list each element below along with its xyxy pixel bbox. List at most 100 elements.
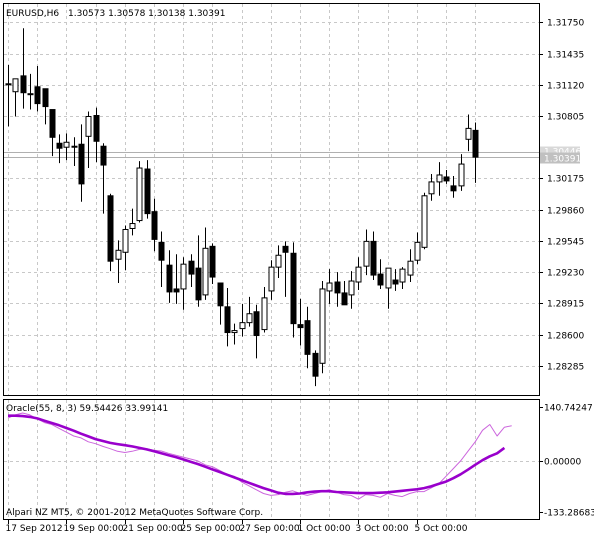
candle-body-bull <box>12 78 19 93</box>
candle-body-bull <box>355 266 362 283</box>
indicator-panel-frame <box>3 399 540 520</box>
indicator-grid <box>4 400 539 519</box>
candle-body-bear <box>173 288 180 293</box>
current-price-badge-text: 1.30391 <box>544 155 581 165</box>
candle-body-bear <box>107 195 114 262</box>
candle-body-bear <box>224 306 231 334</box>
candle-body-bull <box>385 267 392 289</box>
candle-body-bull <box>63 141 70 148</box>
time-tick-label: 25 Sep 00:00 <box>181 524 241 534</box>
candle-body-bear <box>93 115 100 142</box>
time-tick-label: 5 Oct 00:00 <box>415 524 468 534</box>
candle-body-bear <box>450 185 457 192</box>
time-tick-label: 3 Oct 00:00 <box>356 524 409 534</box>
candle-body-bear <box>49 109 56 138</box>
indicator-tick-label: 140.74247 <box>544 404 593 414</box>
candle-body-bear <box>282 245 289 253</box>
price-tick-label: 1.30805 <box>547 113 584 123</box>
candle-body-bull <box>231 330 238 334</box>
oracle-indicator-series <box>7 412 512 500</box>
candle-body-bear <box>42 88 49 108</box>
price-tick-label: 1.28600 <box>547 332 584 342</box>
candle-body-bull <box>458 163 465 187</box>
candle-body-bear <box>78 143 85 185</box>
candle-body-bull <box>465 127 472 140</box>
candle-body-bull <box>414 241 421 261</box>
copyright-label: Alpari NZ MT5, © 2001-2012 MetaQuotes So… <box>6 508 263 518</box>
candle-body-bear <box>166 264 173 293</box>
candle-body-bull <box>399 268 406 283</box>
indicator-tick-label: 0.00000 <box>544 458 581 468</box>
price-tick-label: 1.31120 <box>547 82 584 92</box>
oracle-main-line <box>8 414 506 496</box>
candle-body-bull <box>246 313 253 324</box>
price-tick-label: 1.31435 <box>547 51 584 61</box>
candle-body-bull <box>319 288 326 364</box>
candle-body-bear <box>297 324 304 329</box>
candle-body-bull <box>326 282 333 292</box>
candle-body-bull <box>136 167 143 222</box>
candle-body-bear <box>151 211 158 240</box>
time-tick-label: 21 Sep 00:00 <box>123 524 183 534</box>
candle-body-bull <box>115 249 122 260</box>
oracle-signal-line <box>7 412 512 500</box>
candle-body-bear <box>188 260 195 275</box>
candle-body-bear <box>312 352 319 377</box>
candle-body-bull <box>275 254 282 268</box>
candle-body-bear <box>56 142 63 149</box>
candle-body-bull <box>421 195 428 248</box>
price-axis: 1.31750 1.31435 1.31120 1.30805 1.30175 1.298… <box>539 19 584 373</box>
candle-body-bull <box>85 115 92 137</box>
candle-body-bear <box>334 281 341 294</box>
candle-body-bear <box>304 320 311 355</box>
price-tick-label: 1.30175 <box>547 175 584 185</box>
candle-body-bull <box>202 247 209 296</box>
candle-body-bear <box>34 86 41 105</box>
price-grid <box>4 4 539 395</box>
candle-body-bull <box>122 228 129 253</box>
candle-body-bull <box>407 260 414 276</box>
candle-body-bear <box>370 240 377 276</box>
price-tick-label: 1.29230 <box>547 269 584 279</box>
candle-body-bull <box>239 322 246 330</box>
candle-body-bull <box>71 145 78 148</box>
candle-body-bear <box>5 83 12 86</box>
indicator-title: Oracle(55, 8, 3) 59.54426 33.99141 <box>6 404 168 414</box>
time-tick-label: 17 Sep 2012 <box>6 524 63 534</box>
candle-body-bull <box>27 93 34 96</box>
candle-body-bear <box>392 279 399 285</box>
candle-body-bull <box>129 223 136 229</box>
price-tick-label: 1.28915 <box>547 300 584 310</box>
candle-body-bear <box>472 129 479 158</box>
candle-body-bear <box>195 267 202 301</box>
candle-body-bear <box>217 282 224 307</box>
price-tick-label: 1.28285 <box>547 363 584 373</box>
candle-body-bear <box>377 273 384 286</box>
time-tick-label: 19 Sep 00:00 <box>64 524 124 534</box>
bid-price-badge <box>540 146 580 157</box>
candle-body-bear <box>341 292 348 306</box>
price-tick-label: 1.29545 <box>547 238 584 248</box>
candle-body-bull <box>436 174 443 183</box>
candle-body-bear <box>100 145 107 166</box>
current-price-badge <box>540 152 580 164</box>
candle-body-bull <box>180 263 187 290</box>
symbol-title: EURUSD,H6 1.30573 1.30578 1.30138 1.3039… <box>6 9 225 19</box>
candle-body-bear <box>158 241 165 261</box>
price-tick-label: 1.29860 <box>547 207 584 217</box>
candle-body-bull <box>348 280 355 296</box>
symbol-timeframe: EURUSD,H6 <box>6 9 59 19</box>
price-tick-label: 1.31750 <box>547 19 584 29</box>
ohlc-values: 1.30573 1.30578 1.30138 1.30391 <box>68 9 225 19</box>
candle-body-bear <box>290 252 297 325</box>
candle-body-bull <box>363 240 370 267</box>
candle-body-bull <box>428 181 435 195</box>
candle-body-bear <box>144 168 151 215</box>
indicator-tick-label: -133.28683 <box>544 509 594 519</box>
candlestick-series <box>5 28 479 387</box>
time-tick-label: 27 Sep 00:00 <box>240 524 300 534</box>
indicator-axis: 140.74247 0.00000 -133.28683 <box>539 404 594 519</box>
